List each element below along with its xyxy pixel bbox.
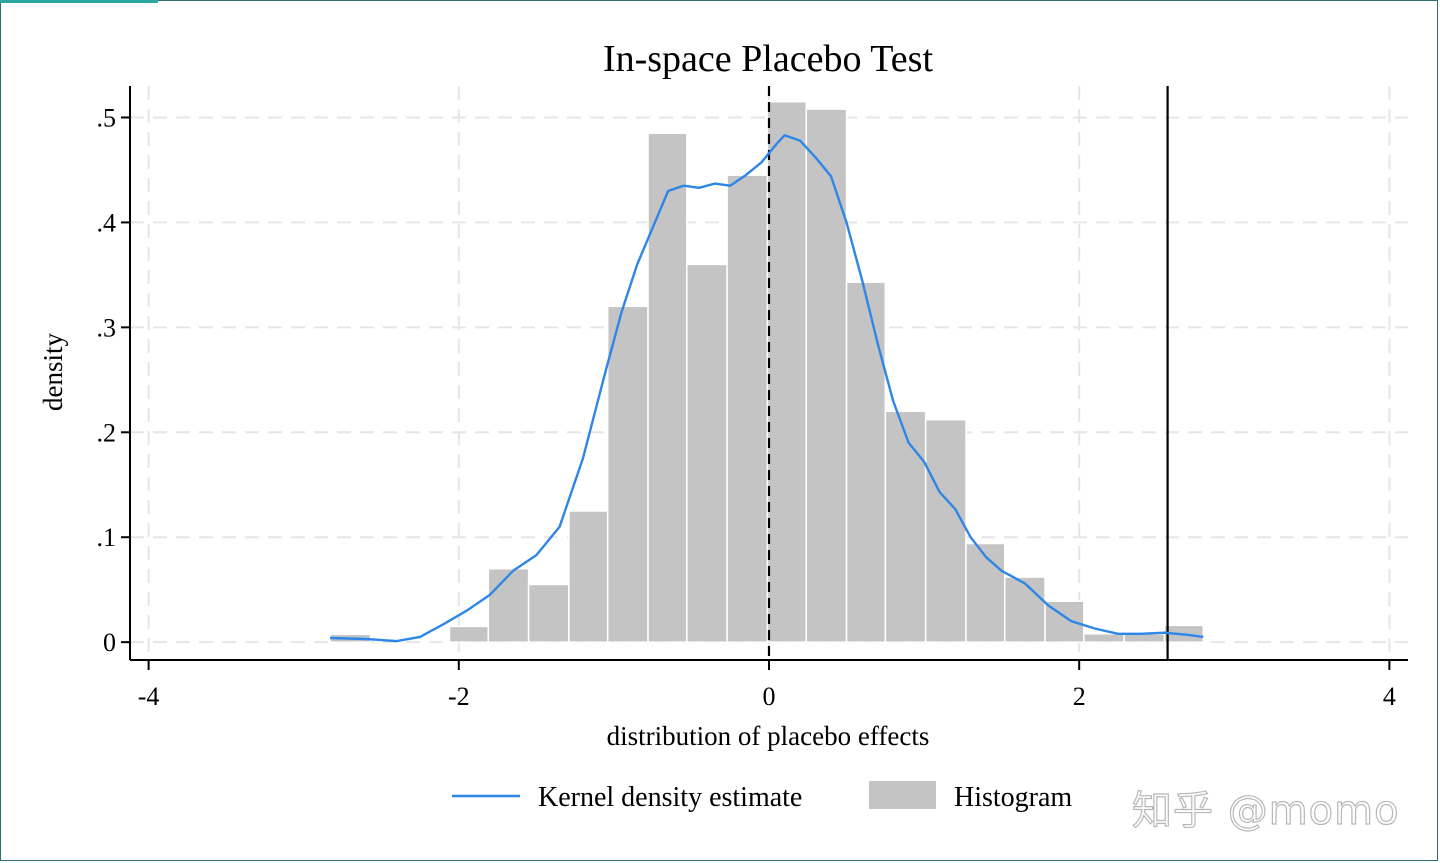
- histogram-bar: [487, 567, 530, 643]
- y-tick-label: 0: [103, 628, 116, 657]
- x-tick-label: 0: [763, 682, 776, 711]
- chart-title: In-space Placebo Test: [603, 38, 934, 80]
- x-tick-label: -4: [138, 682, 160, 711]
- x-tick-label: 2: [1073, 682, 1086, 711]
- y-axis-title: density: [38, 333, 68, 411]
- watermark: 知乎 @momo: [1131, 787, 1400, 834]
- legend-histogram-label: Histogram: [954, 782, 1072, 813]
- histogram-bar: [686, 263, 728, 643]
- histogram-bar: [606, 305, 649, 643]
- histogram-bar: [1123, 633, 1166, 643]
- histogram-bar: [1003, 576, 1046, 643]
- frame-accent-bar: [0, 0, 158, 3]
- y-tick-label: .1: [97, 523, 117, 552]
- x-axis-title: distribution of placebo effects: [607, 721, 930, 751]
- histogram-bar: [726, 174, 769, 643]
- kde-curve: [330, 134, 1204, 643]
- tick-labels: 0 .1 .2 .3 .4 .5 -4 -2 0 2 4: [97, 103, 1396, 711]
- y-tick-label: .5: [97, 103, 117, 132]
- kde-line: [330, 134, 1204, 643]
- histogram-bars: [329, 100, 1205, 643]
- histogram-bar: [845, 281, 887, 643]
- x-tick-label: 4: [1383, 682, 1396, 711]
- y-tick-label: .2: [97, 418, 117, 447]
- legend-histogram-swatch: [869, 781, 936, 809]
- reference-lines: [767, 86, 1169, 660]
- y-tick-label: .4: [97, 208, 117, 237]
- histogram-bar: [527, 583, 570, 643]
- histogram-bar: [924, 418, 967, 643]
- histogram-bar: [766, 100, 807, 643]
- x-tick-label: -2: [448, 682, 470, 711]
- legend-kde-label: Kernel density estimate: [538, 782, 802, 813]
- histogram-bar: [1083, 633, 1125, 643]
- legend: Kernel density estimate Histogram: [452, 781, 1072, 813]
- histogram-bar: [647, 132, 688, 643]
- histogram-bar: [884, 410, 927, 643]
- histogram-bar: [448, 625, 490, 643]
- y-tick-label: .3: [97, 313, 117, 342]
- histogram-bar: [805, 108, 848, 643]
- histogram-bar: [568, 510, 609, 643]
- histogram-bar: [1044, 600, 1085, 643]
- histogram-bar: [965, 542, 1006, 643]
